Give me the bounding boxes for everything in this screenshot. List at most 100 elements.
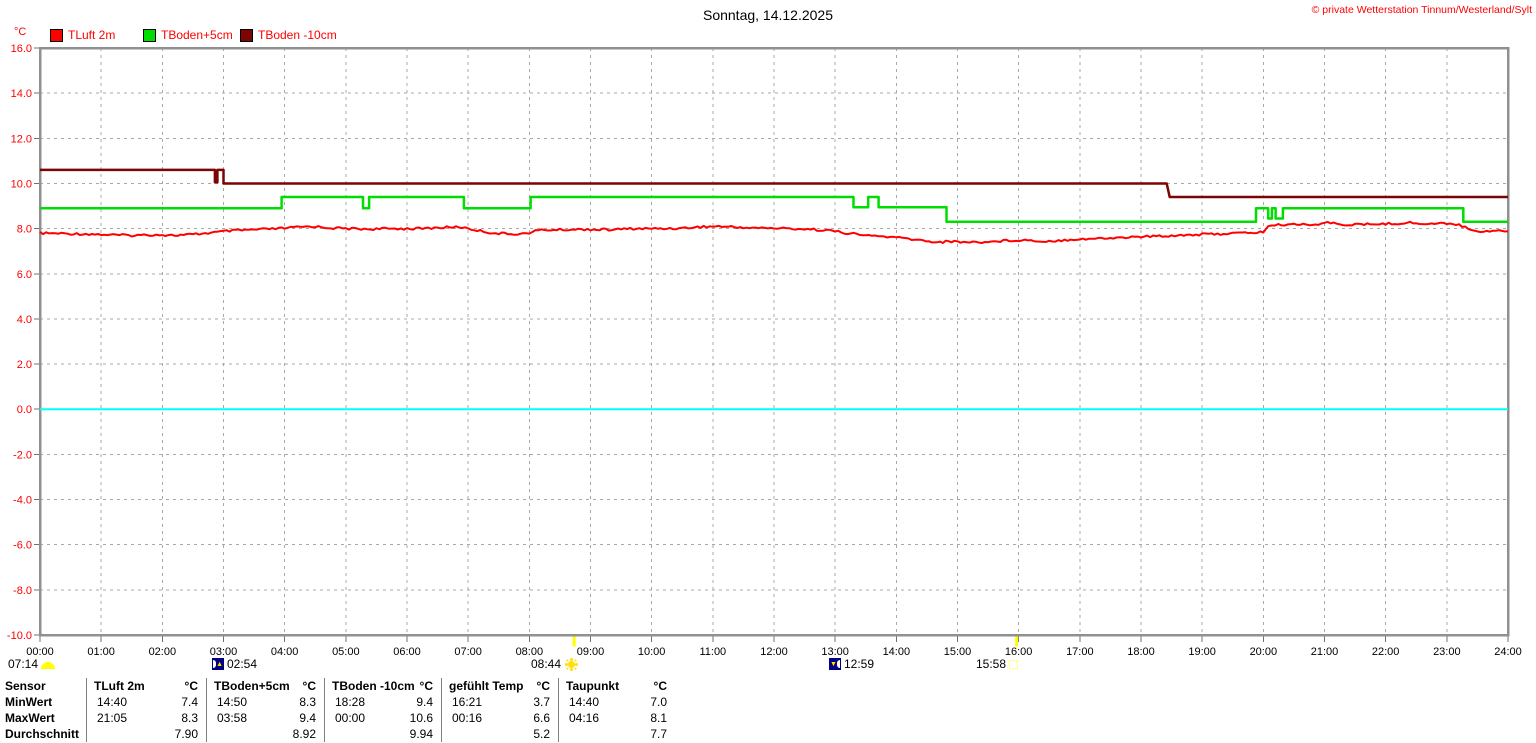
x-tick-label: 15:00 (944, 646, 972, 658)
y-tick-label: 2.0 (17, 359, 32, 371)
series-line-tluft-2m (39, 220, 1509, 244)
y-tick-label: -10.0 (7, 630, 32, 642)
table-row: 14:50 8.3 (207, 694, 324, 710)
table-row: 7.90 (87, 726, 206, 742)
annotation-dawn: 07:14 (8, 657, 56, 671)
annotation-sunset: 15:58 (976, 657, 1019, 671)
table-row: 8.92 (207, 726, 324, 742)
sensor-unit: °C (184, 679, 198, 693)
y-tick-label: -2.0 (13, 449, 32, 461)
table-row: 14:40 7.0 (559, 694, 675, 710)
max-value: 8.1 (650, 711, 667, 725)
sensor-name: gefühlt Temp (449, 679, 524, 693)
x-tick-label: 06:00 (393, 646, 421, 658)
table-row: MaxWert (0, 710, 86, 726)
table-row-label: Sensor (5, 679, 46, 693)
table-row-label: Durchschnitt (5, 727, 80, 741)
min-value: 7.0 (650, 695, 667, 709)
max-value: 8.3 (181, 711, 198, 725)
sensor-unit: °C (653, 679, 667, 693)
table-column: Taupunkt °C 14:40 7.0 04:16 8.1 7.7 (558, 678, 675, 742)
x-tick-label: 12:00 (760, 646, 788, 658)
legend-label: TBoden+5cm (161, 28, 233, 42)
table-row: 14:40 7.4 (87, 694, 206, 710)
legend-swatch-icon (50, 28, 63, 42)
sensor-name: TBoden -10cm (332, 679, 415, 693)
table-row: 00:00 10.6 (325, 710, 441, 726)
sensor-name: TBoden+5cm (214, 679, 290, 693)
table-row: 18:28 9.4 (325, 694, 441, 710)
legend-item: TBoden+5cm (143, 28, 233, 42)
x-tick-label: 19:00 (1188, 646, 1216, 658)
series-line-tboden-10cm (40, 168, 1508, 199)
table-row: TBoden+5cm °C (207, 678, 324, 694)
max-value: 6.6 (533, 711, 550, 725)
annotation-moonset: ▼ 12:59 (829, 657, 874, 671)
x-tick-label: 16:00 (1005, 646, 1033, 658)
max-value: 9.4 (299, 711, 316, 725)
sun-moon-annotations-row: 07:14 ▲ 02:54 08:44 ▼ 12:59 15:58 (0, 657, 1536, 673)
min-time: 16:21 (452, 695, 483, 709)
x-tick-label: 20:00 (1250, 646, 1278, 658)
max-value: 10.6 (409, 711, 433, 725)
x-tick-label: 01:00 (87, 646, 115, 658)
y-tick-label: -4.0 (13, 495, 32, 507)
sensor-name: TLuft 2m (94, 679, 145, 693)
max-time: 03:58 (217, 711, 248, 725)
max-time: 00:00 (335, 711, 366, 725)
table-row: 16:21 3.7 (442, 694, 558, 710)
x-tick-label: 11:00 (699, 646, 726, 658)
avg-value: 9.94 (409, 727, 433, 741)
y-tick-label: 10.0 (11, 178, 32, 190)
table-row: 00:16 6.6 (442, 710, 558, 726)
moon-crescent (213, 660, 217, 668)
table-column: TBoden -10cm °C 18:28 9.4 00:00 10.6 9.94 (324, 678, 441, 742)
legend-swatch-icon (143, 28, 156, 42)
moonrise-icon: ▲ (212, 658, 224, 670)
annotation-time-label: 12:59 (844, 657, 875, 671)
y-tick-label: 8.0 (17, 224, 32, 236)
x-tick-label: 18:00 (1127, 646, 1155, 658)
x-tick-label: 00:00 (26, 646, 54, 658)
annotation-moonrise: ▲ 02:54 (212, 657, 257, 671)
summary-table: Sensor MinWert MaxWert Durchschnitt TLuft 2m… (0, 678, 675, 742)
table-row: gefühlt Temp °C (442, 678, 558, 694)
y-tick-label: 16.0 (11, 43, 32, 55)
legend-item: TBoden -10cm (240, 28, 337, 42)
sunrise-icon (568, 660, 576, 668)
min-time: 14:40 (569, 695, 600, 709)
min-value: 8.3 (299, 695, 316, 709)
y-tick-label: 4.0 (17, 314, 32, 326)
table-row: 04:16 8.1 (559, 710, 675, 726)
y-tick-label: 14.0 (11, 88, 32, 100)
copyright-text: © private Wetterstation Tinnum/Westerlan… (1311, 4, 1532, 16)
y-tick-label: -6.0 (13, 540, 32, 552)
min-time: 14:50 (217, 695, 248, 709)
table-row: Sensor (0, 678, 86, 694)
up-arrow-icon: ▲ (216, 660, 223, 668)
sensor-unit: °C (419, 679, 433, 693)
legend-item: TLuft 2m (50, 28, 115, 42)
max-time: 21:05 (97, 711, 128, 725)
annotation-sunrise: 08:44 (531, 657, 579, 671)
max-time: 00:16 (452, 711, 483, 725)
table-row: TBoden -10cm °C (325, 678, 441, 694)
legend-label: TBoden -10cm (258, 28, 337, 42)
legend-swatch-icon (240, 28, 253, 42)
sensor-unit: °C (302, 679, 316, 693)
x-tick-label: 10:00 (638, 646, 666, 658)
x-tick-label: 04:00 (271, 646, 299, 658)
sunset-icon (1009, 659, 1019, 669)
table-column: Sensor MinWert MaxWert Durchschnitt (0, 678, 86, 742)
down-arrow-icon: ▼ (830, 660, 837, 668)
moonset-icon: ▼ (829, 658, 841, 670)
min-time: 14:40 (97, 695, 128, 709)
y-tick-label: 0.0 (17, 404, 32, 416)
table-row: Taupunkt °C (559, 678, 675, 694)
x-tick-label: 08:00 (516, 646, 544, 658)
legend-label: TLuft 2m (68, 28, 116, 42)
y-tick-label: 6.0 (17, 269, 32, 281)
table-row: 5.2 (442, 726, 558, 742)
